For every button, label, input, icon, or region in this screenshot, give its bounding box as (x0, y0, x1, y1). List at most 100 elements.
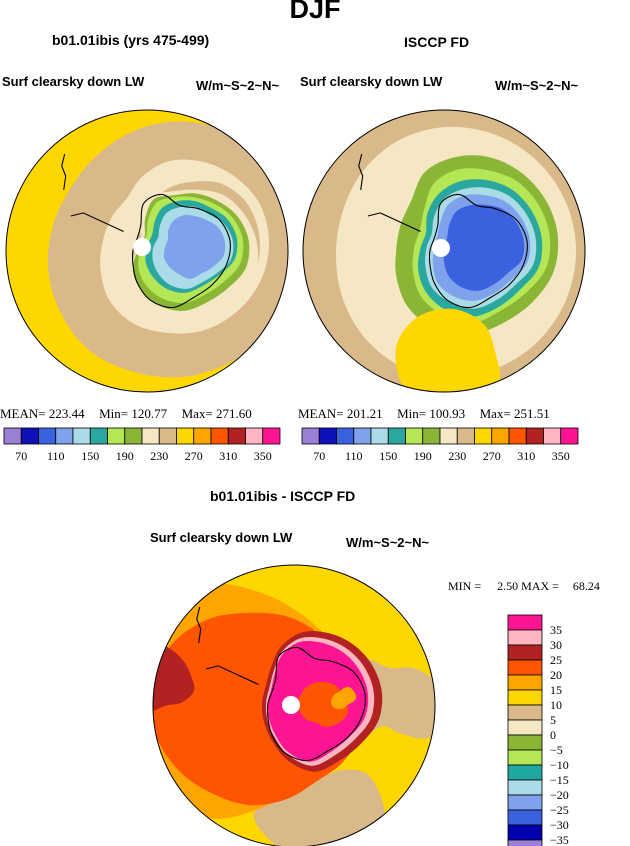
diff-colorbar-box (507, 779, 543, 796)
right-min-value: 100.93 (429, 406, 466, 421)
left-units-label: W/m~S~2~N~ (196, 78, 280, 93)
diff-map (152, 564, 436, 846)
right-colorbar: 70 110 150 190 230 270 310 350 (301, 427, 579, 463)
right-variable-label: Surf clearsky down LW (300, 74, 443, 89)
left-colorbar-box (38, 427, 57, 445)
diff-colorbar-box (507, 704, 543, 721)
right-colorbar-box (508, 427, 527, 445)
right-colorbar-tick-label: 110 (345, 449, 363, 463)
diff-colorbar-box (507, 614, 543, 631)
diff-minmax: MIN = 2.50 MAX = 68.24 (448, 579, 600, 594)
right-yellow-edge (395, 308, 501, 392)
diff-colorbar-tick-label: 10 (550, 698, 562, 712)
right-field (303, 110, 585, 392)
right-min-label: Min= (397, 406, 427, 421)
right-colorbar-box (456, 427, 475, 445)
left-colorbar-box (141, 427, 160, 445)
diff-variable-label: Surf clearsky down LW (150, 530, 293, 545)
right-colorbar-box (318, 427, 337, 445)
left-mean-value: 223.44 (48, 406, 85, 421)
left-colorbar-box (210, 427, 229, 445)
right-mean-value: 201.21 (346, 406, 383, 421)
diff-colorbar-box (507, 764, 543, 781)
right-mean-label: MEAN= (298, 406, 344, 421)
right-colorbar-tick-label: 310 (517, 449, 535, 463)
diff-colorbar-tick-label: 15 (550, 683, 562, 697)
diff-colorbar-box (507, 629, 543, 646)
diff-band-9 (297, 682, 349, 727)
left-mean-label: MEAN= (0, 406, 46, 421)
right-pole-marker (432, 239, 450, 257)
diff-colorbar-tick-label: 25 (550, 653, 562, 667)
diff-colorbar-tick-label: 20 (550, 668, 562, 682)
left-colorbar-box (107, 427, 126, 445)
left-pole-marker (133, 238, 151, 256)
diff-pole-marker (282, 696, 300, 714)
right-peninsula (367, 212, 421, 232)
right-map-frame (302, 109, 586, 393)
left-stats: MEAN= 223.44 Min= 120.77 Max= 271.60 (0, 406, 252, 422)
left-colorbar-tick-label: 310 (219, 449, 237, 463)
diff-coastline (266, 646, 366, 762)
left-colorbar-box (72, 427, 91, 445)
diff-colorbar-box (507, 659, 543, 676)
right-colorbar-box (387, 427, 406, 445)
left-colorbar-box (176, 427, 195, 445)
left-map-frame (5, 109, 289, 393)
left-colorbar-tick-label: 230 (150, 449, 168, 463)
diff-colorbar-tick-label: −30 (550, 818, 569, 832)
left-colorbar-tick-label: 110 (47, 449, 65, 463)
diff-max-label: MAX = (521, 579, 559, 593)
diff-band-10 (330, 686, 357, 710)
diff-colorbar-tick-label: −25 (550, 803, 569, 817)
diff-colorbar-box (507, 674, 543, 691)
right-south-america (358, 153, 364, 191)
right-colorbar-tick-label: 70 (313, 449, 325, 463)
left-panel-title: b01.01ibis (yrs 475-499) (52, 32, 210, 48)
left-colorbar-box (124, 427, 143, 445)
diff-max-value: 68.24 (572, 579, 600, 593)
right-colorbar-box (525, 427, 544, 445)
right-max-value: 251.51 (514, 406, 550, 421)
left-min-label: Min= (99, 406, 129, 421)
diff-colorbar-tick-label: 30 (550, 638, 562, 652)
right-colorbar-tick-label: 350 (552, 449, 570, 463)
right-max-label: Max= (479, 406, 511, 421)
season-title: DJF (289, 0, 341, 24)
diff-colorbar-box (507, 749, 543, 766)
left-peninsula (70, 212, 124, 232)
right-colorbar-box (474, 427, 493, 445)
right-units-label: W/m~S~2~N~ (495, 78, 579, 93)
right-panel-title: ISCCP FD (404, 34, 470, 50)
right-stats: MEAN= 201.21 Min= 100.93 Max= 251.51 (298, 406, 550, 422)
diff-colorbar-box (507, 719, 543, 736)
right-colorbar-box (560, 427, 579, 445)
diff-colorbar-box (507, 794, 543, 811)
diff-colorbar-box (507, 824, 543, 841)
right-colorbar-box (491, 427, 510, 445)
left-colorbar: 70 110 150 190 230 270 310 350 (3, 427, 281, 463)
right-colorbar-box (543, 427, 562, 445)
left-map (5, 109, 289, 393)
diff-colorbar-tick-label: −35 (550, 833, 569, 846)
left-colorbar-box (193, 427, 212, 445)
left-colorbar-box (89, 427, 108, 445)
diff-panel-title: b01.01ibis - ISCCP FD (210, 488, 356, 504)
right-colorbar-tick-label: 150 (379, 449, 397, 463)
right-map (302, 109, 586, 393)
left-colorbar-box (20, 427, 39, 445)
diff-colorbar-tick-label: −20 (550, 788, 569, 802)
right-colorbar-box (422, 427, 441, 445)
diff-band-5 (153, 635, 195, 727)
right-colorbar-tick-label: 230 (448, 449, 466, 463)
diff-min-value: 2.50 (497, 579, 519, 593)
left-colorbar-tick-label: 70 (15, 449, 27, 463)
left-variable-label: Surf clearsky down LW (2, 74, 145, 89)
left-south-america (61, 153, 67, 191)
left-min-value: 120.77 (131, 406, 168, 421)
left-colorbar-box (3, 427, 22, 445)
diff-colorbar-box (507, 734, 543, 751)
left-coastline (131, 193, 231, 309)
